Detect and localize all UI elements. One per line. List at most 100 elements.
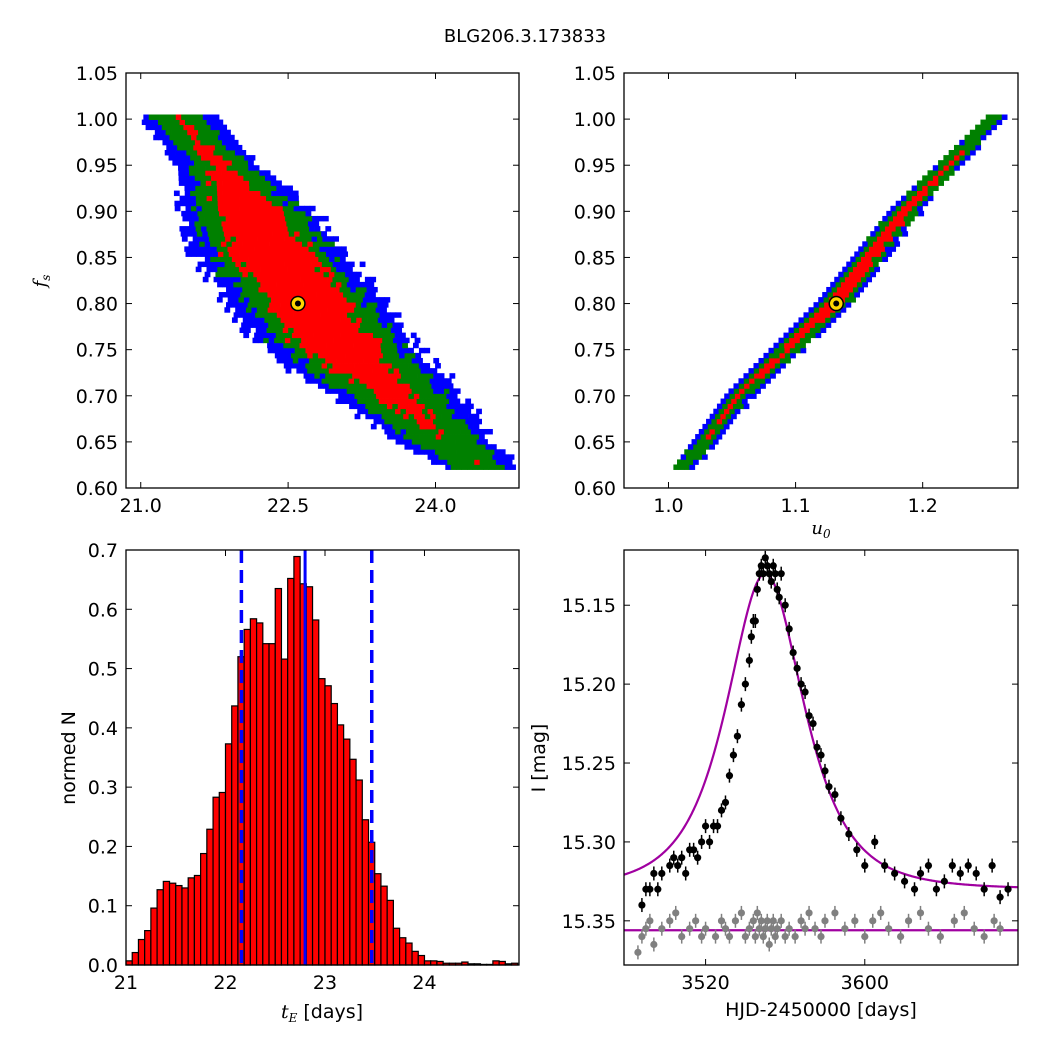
histogram-bar [162,880,171,966]
posterior-cell [282,195,289,202]
data-point [948,861,956,870]
posterior-cell [166,144,173,151]
posterior-cell [207,251,213,257]
posterior-cell [226,271,233,278]
posterior-cell [416,408,423,415]
posterior-cell [229,150,236,156]
posterior-cell [227,246,234,252]
posterior-cell [763,357,770,364]
posterior-cell [285,302,292,308]
posterior-cell [868,266,875,273]
posterior-cell [321,276,328,283]
posterior-cell [722,418,728,425]
posterior-cell [335,297,342,303]
posterior-cell [233,155,240,161]
posterior-cell [458,459,464,465]
posterior-cell [312,286,319,293]
posterior-cell [189,139,196,146]
posterior-cell [264,221,271,227]
posterior-cell [210,160,216,166]
posterior-cell [270,297,277,303]
posterior-cell [360,322,366,328]
posterior-cell [433,357,440,364]
y-tick-label: 15.15 [562,595,616,617]
data-point [634,948,642,956]
posterior-cell [216,246,223,252]
posterior-cell [209,144,216,151]
posterior-cell [334,256,341,262]
model-line [623,572,1019,889]
posterior-cell [283,276,290,283]
posterior-cell [269,286,276,293]
posterior-cell [172,124,179,131]
posterior-cell [289,347,296,354]
posterior-cell [323,383,330,389]
posterior-cell [463,459,470,465]
posterior-cell [844,297,851,303]
posterior-cell [348,261,355,268]
x-tick-label: 22.5 [267,495,309,517]
data-point [980,933,988,941]
posterior-cell [397,423,404,430]
posterior-cell [217,281,223,288]
posterior-cell [282,327,289,333]
posterior-cell [462,434,469,440]
posterior-cell [835,312,842,318]
posterior-cell [278,307,285,313]
posterior-cell [408,363,414,369]
posterior-cell [196,205,203,212]
posterior-cell [266,200,273,207]
posterior-cell [430,434,437,440]
posterior-cell [487,454,493,460]
posterior-cell [260,266,267,273]
posterior-cell [294,292,301,298]
posterior-cell [814,312,820,318]
posterior-cell [891,210,898,217]
posterior-cell [264,256,271,262]
posterior-cell [275,317,281,323]
data-point [642,925,650,933]
posterior-cell [454,418,461,425]
posterior-cell [382,368,389,374]
posterior-cell [433,439,440,445]
posterior-cell [330,297,337,303]
posterior-cell [221,221,228,227]
posterior-cell [899,221,906,227]
posterior-cell [435,403,442,410]
posterior-cell [190,226,197,232]
posterior-cell [898,215,905,222]
posterior-cell [224,261,231,268]
posterior-cell [353,342,360,349]
posterior-cell [249,312,256,318]
posterior-cell [783,337,790,344]
posterior-cell [210,241,216,247]
posterior-cell [322,215,329,222]
posterior-cell [846,281,852,288]
posterior-cell [302,317,309,323]
posterior-cell [482,439,488,445]
posterior-cell [388,383,394,389]
posterior-cell [359,403,366,410]
posterior-cell [244,155,250,161]
posterior-cell [330,266,337,273]
posterior-cell [733,383,740,389]
posterior-cell [1001,114,1008,120]
posterior-cell [163,119,170,126]
posterior-cell [216,175,223,181]
posterior-cell [270,221,276,227]
posterior-cell [153,134,160,141]
posterior-cell [378,332,385,339]
posterior-cell [205,124,211,131]
posterior-cell [328,286,335,293]
posterior-cell [435,434,442,440]
posterior-cell [234,205,240,212]
posterior-cell [819,317,826,323]
posterior-cell [314,312,321,318]
posterior-cell [263,337,270,344]
posterior-cell [265,266,272,273]
posterior-cell [368,312,375,318]
posterior-cell [198,129,204,136]
posterior-cell [932,170,939,176]
posterior-cell [307,271,314,278]
data-point [825,783,833,791]
